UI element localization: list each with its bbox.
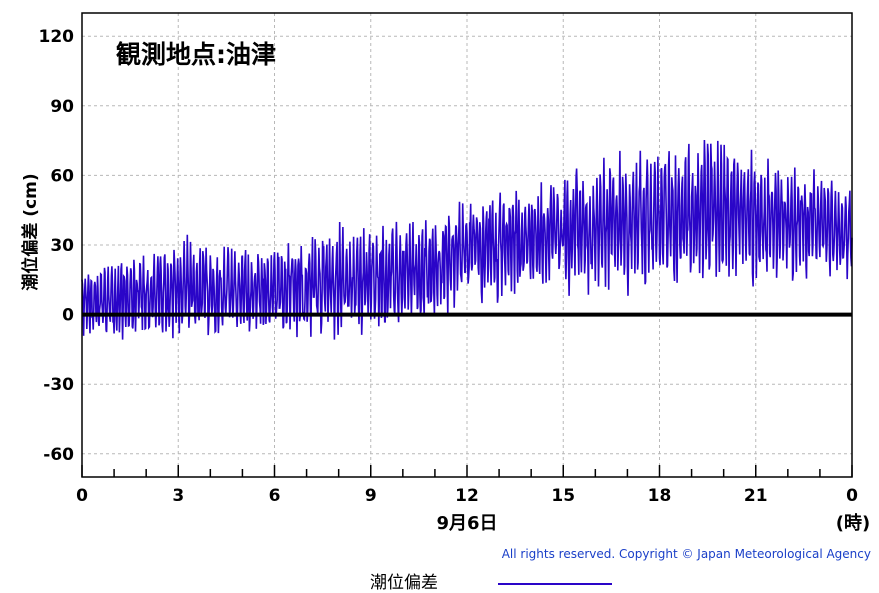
x-tick-label: 6	[269, 486, 281, 506]
grid-lines	[82, 13, 852, 477]
y-tick-label: 120	[39, 27, 75, 47]
chart-title: 観測地点:油津	[116, 40, 276, 69]
x-tick-label: 21	[744, 486, 768, 506]
y-tick-label: 30	[50, 236, 74, 256]
series-tide-anomaly	[81, 139, 853, 340]
x-tick-label: 0	[846, 486, 858, 506]
x-tick-label: 12	[455, 486, 479, 506]
x-ticks: 0 3 6 9 12 15 18 21 0	[76, 465, 858, 506]
y-tick-label: 90	[50, 97, 74, 117]
copyright-notice: All rights reserved. Copyright © Japan M…	[502, 547, 871, 561]
y-tick-label: 0	[62, 306, 74, 326]
y-ticks: 120 90 60 30 0 -30 -60	[39, 27, 75, 465]
y-tick-label: 60	[50, 166, 74, 186]
x-tick-label: 9	[365, 486, 377, 506]
y-tick-label: -30	[43, 375, 74, 395]
legend-label: 潮位偏差	[370, 573, 438, 593]
x-tick-label: 3	[172, 486, 184, 506]
x-tick-label: 18	[648, 486, 672, 506]
x-tick-label: 15	[551, 486, 575, 506]
x-axis-date-label: 9月6日	[436, 513, 497, 534]
y-tick-label: -60	[43, 445, 74, 465]
series-line-0	[81, 139, 853, 340]
y-axis-label: 潮位偏差 (cm)	[20, 173, 41, 290]
x-axis-unit-label: (時)	[836, 513, 870, 534]
x-tick-label: 0	[76, 486, 88, 506]
